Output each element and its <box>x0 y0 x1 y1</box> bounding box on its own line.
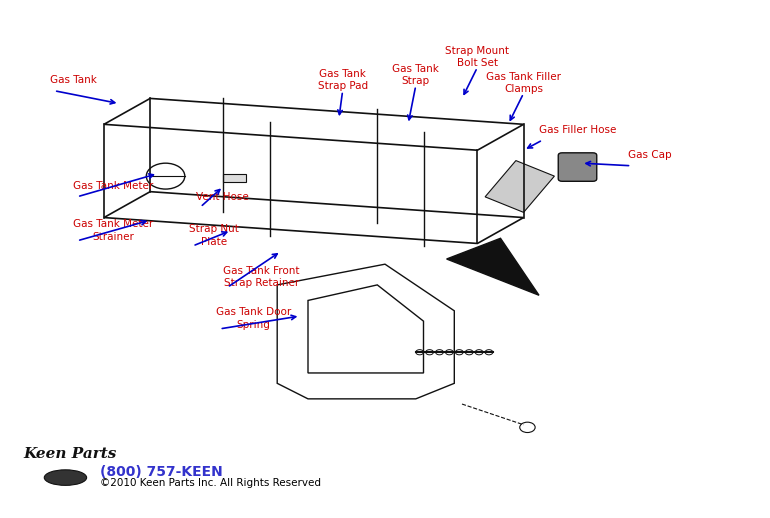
FancyBboxPatch shape <box>558 153 597 181</box>
Text: Gas Tank: Gas Tank <box>50 75 97 85</box>
Text: Gas Tank Meter
Strainer: Gas Tank Meter Strainer <box>73 219 153 242</box>
Text: Gas Cap: Gas Cap <box>628 150 671 161</box>
Polygon shape <box>223 174 246 182</box>
Text: Strap Mount
Bolt Set: Strap Mount Bolt Set <box>445 46 510 68</box>
Text: ©2010 Keen Parts Inc. All Rights Reserved: ©2010 Keen Parts Inc. All Rights Reserve… <box>100 478 321 488</box>
Polygon shape <box>485 161 554 212</box>
Text: Gas Tank Meter: Gas Tank Meter <box>73 181 153 192</box>
Text: Gas Tank Front
Strap Retainer: Gas Tank Front Strap Retainer <box>223 266 300 289</box>
Text: (800) 757-KEEN: (800) 757-KEEN <box>100 465 223 479</box>
Text: Gas Tank Door
Spring: Gas Tank Door Spring <box>216 307 291 330</box>
Text: Keen Parts: Keen Parts <box>23 448 116 462</box>
Text: Strap Nut
Plate: Strap Nut Plate <box>189 224 239 247</box>
Ellipse shape <box>45 470 86 485</box>
Text: Vent Hose: Vent Hose <box>196 192 249 202</box>
Text: Gas Tank Filler
Clamps: Gas Tank Filler Clamps <box>486 71 561 94</box>
Text: Gas Tank
Strap Pad: Gas Tank Strap Pad <box>317 69 368 92</box>
Polygon shape <box>447 238 539 295</box>
Text: Gas Filler Hose: Gas Filler Hose <box>539 124 616 135</box>
Text: Gas Tank
Strap: Gas Tank Strap <box>393 64 439 87</box>
